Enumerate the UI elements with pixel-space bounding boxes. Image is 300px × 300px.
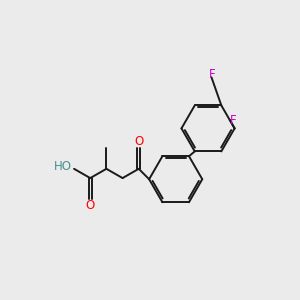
Text: HO: HO <box>53 160 71 173</box>
Text: F: F <box>209 68 216 81</box>
Text: O: O <box>134 135 143 148</box>
Text: F: F <box>230 114 237 127</box>
Text: O: O <box>85 199 95 212</box>
